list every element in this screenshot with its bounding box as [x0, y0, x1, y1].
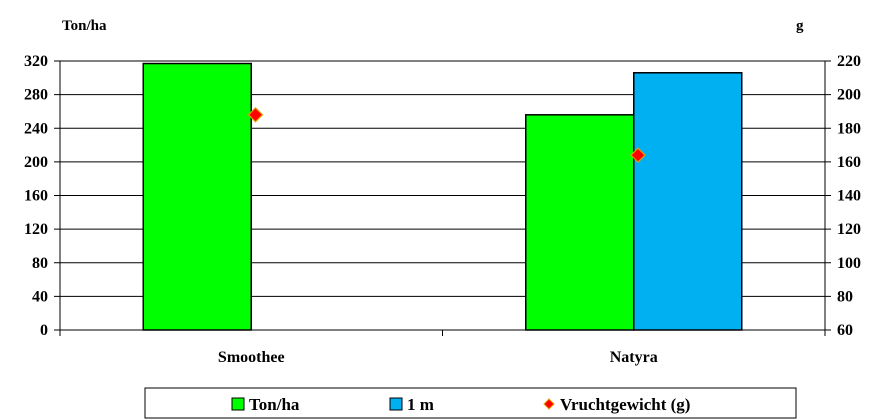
category-label: Smoothee [218, 349, 285, 366]
right-tick-label: 180 [837, 120, 861, 137]
right-tick-label: 160 [837, 154, 861, 171]
left-tick-label: 240 [24, 120, 48, 137]
left-tick-label: 0 [40, 322, 48, 339]
right-tick-label: 80 [837, 288, 853, 305]
legend-label: Vruchtgewicht (g) [560, 395, 690, 414]
bar [142, 62, 252, 331]
right-axis-title: g [796, 18, 804, 34]
left-axis-title: Ton/ha [62, 18, 107, 34]
right-tick-label: 120 [837, 221, 861, 238]
right-tick-label: 220 [837, 53, 861, 70]
right-tick-label: 60 [837, 322, 853, 339]
left-tick-label: 80 [32, 255, 48, 272]
category-labels: Smoothee Natyra [218, 349, 658, 366]
legend-label: Ton/ha [249, 395, 300, 414]
legend-label: 1 m [407, 395, 434, 414]
marker [247, 106, 264, 123]
marker [630, 147, 646, 163]
bars [142, 62, 743, 331]
right-tick-label: 100 [837, 255, 861, 272]
left-tick-label: 320 [24, 53, 48, 70]
left-tick-label: 40 [32, 288, 48, 305]
left-tick-label: 120 [24, 221, 48, 238]
category-label: Natyra [610, 349, 658, 366]
legend-swatch [231, 397, 245, 411]
legend-swatch [543, 398, 555, 410]
left-tick-label: 200 [24, 154, 48, 171]
right-tick-label: 200 [837, 87, 861, 104]
legend: Ton/ha 1 m Vruchtgewicht (g) [144, 387, 797, 419]
right-axis-ticks: 60 80 100 120 140 160 180 200 220 [825, 53, 861, 339]
legend-box [144, 387, 797, 419]
left-tick-label: 280 [24, 87, 48, 104]
right-tick-label: 140 [837, 188, 861, 205]
bar [525, 114, 635, 331]
bar [633, 72, 743, 331]
left-tick-label: 160 [24, 188, 48, 205]
markers [247, 106, 646, 163]
legend-swatch [389, 397, 403, 411]
left-axis-ticks: 0 40 80 120 160 200 240 280 320 [24, 53, 60, 339]
